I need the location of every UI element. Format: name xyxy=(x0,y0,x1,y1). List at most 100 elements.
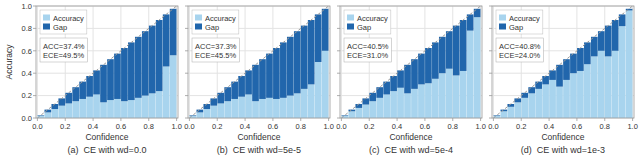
annotation-text: ECE=49.5% xyxy=(43,51,84,60)
bar xyxy=(467,31,474,118)
bar xyxy=(315,14,322,62)
tick-label: 0.4 xyxy=(88,122,98,131)
marks xyxy=(37,6,176,118)
grid xyxy=(492,6,634,118)
bar xyxy=(591,37,598,57)
bar xyxy=(203,109,210,118)
tick xyxy=(217,118,218,121)
bar xyxy=(474,17,481,118)
tick-label: 0.0 xyxy=(32,122,42,131)
x-axis-label: Confidence xyxy=(85,132,128,142)
bar xyxy=(86,76,93,97)
bar xyxy=(563,80,570,118)
figure: 0.00.20.40.60.81.00.00.20.40.60.81.0Conf… xyxy=(0,0,640,158)
tick-label: 0.4 xyxy=(22,69,32,78)
legend-box xyxy=(344,10,391,34)
legend-box xyxy=(192,10,239,34)
bar xyxy=(556,87,563,118)
tick xyxy=(148,118,149,121)
bar xyxy=(425,83,432,118)
bar xyxy=(514,102,521,118)
tick-label: 0.8 xyxy=(448,122,458,131)
tick xyxy=(37,118,38,121)
annotation: ACC=37.3%ECE=45.5% xyxy=(192,38,239,62)
bar xyxy=(79,82,86,99)
tick xyxy=(549,118,550,121)
panel-title: (a) CE with wd=0.0 xyxy=(68,145,147,155)
tick xyxy=(185,50,188,51)
bar xyxy=(238,76,245,97)
bar xyxy=(598,51,605,118)
bar xyxy=(549,70,556,80)
bar xyxy=(224,101,231,118)
legend: AccuracyGap xyxy=(496,10,543,34)
tick-label: 0.8 xyxy=(296,122,306,131)
bar xyxy=(287,37,294,96)
panel: 0.00.20.40.60.81.00.00.20.40.60.81.0Conf… xyxy=(4,2,182,155)
bar-series xyxy=(190,9,329,116)
tick xyxy=(33,50,36,51)
bar xyxy=(156,91,163,118)
annotation: ACC=40.8%ECE=24.0% xyxy=(496,38,543,62)
bar xyxy=(51,109,58,118)
y-axis-label: Accuracy xyxy=(4,44,14,80)
tick xyxy=(369,118,370,121)
tick xyxy=(245,118,246,121)
bar xyxy=(542,84,549,118)
legend-label: Accuracy xyxy=(53,14,84,23)
grid-line xyxy=(37,6,38,118)
panel: 0.00.20.40.60.81.0Confidence(c) CE with … xyxy=(336,6,486,155)
bar xyxy=(432,42,439,78)
legend-label: Gap xyxy=(357,23,371,32)
bar xyxy=(308,84,315,118)
bar xyxy=(322,51,329,118)
bar xyxy=(439,37,446,73)
bar xyxy=(107,100,114,118)
bar xyxy=(238,97,245,118)
bar xyxy=(528,87,535,93)
panel: 0.00.20.40.60.81.0Confidence(d) CE with … xyxy=(488,6,638,155)
bar xyxy=(79,99,86,118)
tick xyxy=(397,118,398,121)
bar xyxy=(390,91,397,118)
tick-label: 0.2 xyxy=(212,122,222,131)
bar xyxy=(348,111,355,118)
bar xyxy=(397,70,404,87)
grid-line xyxy=(189,6,190,118)
bar xyxy=(626,10,633,118)
tick-label: 1.0 xyxy=(475,122,485,131)
bar-series xyxy=(38,9,177,116)
tick xyxy=(424,118,425,121)
tick xyxy=(337,50,340,51)
bar xyxy=(58,98,65,105)
annotation-box xyxy=(192,38,239,62)
bar xyxy=(259,59,266,99)
legend-label: Gap xyxy=(509,23,523,32)
tick xyxy=(189,118,190,121)
bar xyxy=(460,20,467,71)
tick xyxy=(489,28,492,29)
bar xyxy=(210,106,217,118)
bar xyxy=(135,98,142,118)
bar xyxy=(128,100,135,118)
grid-line xyxy=(493,6,494,118)
bar xyxy=(163,66,170,118)
bar xyxy=(72,101,79,118)
annotation-text: ACC=40.8% xyxy=(499,42,541,51)
bar xyxy=(252,65,259,101)
annotation-box xyxy=(40,38,87,62)
legend-swatch xyxy=(43,24,50,30)
annotation-text: ECE=45.5% xyxy=(195,51,236,60)
annotation: ACC=40.5%ECE=31.0% xyxy=(344,38,391,62)
tick-label: 0.6 xyxy=(268,122,278,131)
bar xyxy=(114,99,121,118)
tick xyxy=(489,118,492,119)
tick-label: 1.0 xyxy=(627,122,637,131)
tick xyxy=(185,28,188,29)
tick xyxy=(337,28,340,29)
tick xyxy=(632,118,633,121)
tick-label: 1.0 xyxy=(171,122,181,131)
bar xyxy=(494,115,501,117)
tick-label: 0.0 xyxy=(184,122,194,131)
bar xyxy=(362,105,369,118)
